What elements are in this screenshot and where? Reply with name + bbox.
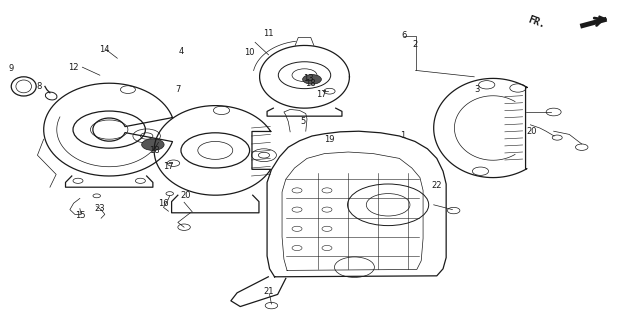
Text: 18: 18: [305, 79, 316, 88]
Text: 10: 10: [245, 48, 255, 57]
Text: 14: 14: [100, 45, 110, 54]
Text: 1: 1: [400, 132, 405, 140]
Text: 19: 19: [324, 135, 334, 144]
Text: 11: 11: [263, 29, 273, 38]
Text: 20: 20: [181, 191, 191, 200]
Text: 23: 23: [94, 204, 105, 213]
Text: 21: 21: [263, 287, 273, 296]
Text: 6: 6: [402, 31, 407, 40]
Text: 7: 7: [175, 85, 180, 94]
Text: 20: 20: [527, 127, 537, 136]
Text: 22: 22: [432, 181, 442, 190]
Text: 18: 18: [149, 146, 160, 155]
Text: 17: 17: [316, 90, 327, 99]
Text: 5: 5: [300, 117, 305, 126]
Circle shape: [303, 75, 321, 84]
Circle shape: [142, 139, 164, 150]
Text: FR.: FR.: [527, 15, 547, 30]
Text: 17: 17: [163, 162, 174, 171]
Text: 2: 2: [412, 40, 417, 49]
Text: 13: 13: [303, 74, 314, 83]
Text: 3: 3: [475, 85, 480, 94]
Text: 9: 9: [9, 64, 14, 73]
Polygon shape: [599, 16, 607, 22]
Text: 4: 4: [178, 47, 183, 56]
Text: 12: 12: [69, 63, 79, 72]
Text: 15: 15: [75, 212, 85, 220]
Text: 8: 8: [36, 82, 41, 91]
Text: 16: 16: [158, 199, 169, 208]
